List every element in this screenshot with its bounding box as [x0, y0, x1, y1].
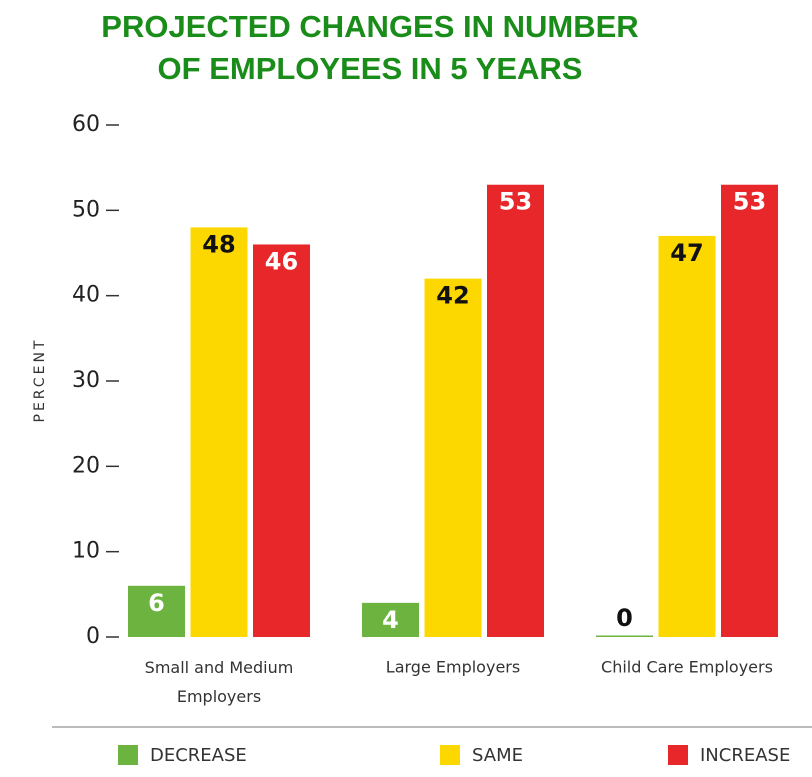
chart-title: OF EMPLOYEES IN 5 YEARS	[158, 51, 583, 86]
data-label: 0	[616, 604, 633, 632]
bar	[658, 235, 716, 637]
data-label: 46	[265, 247, 298, 275]
data-label: 6	[148, 589, 165, 617]
y-tick-label: 30	[72, 368, 100, 393]
data-label: 4	[382, 606, 399, 634]
y-tick-label: 20	[72, 453, 100, 478]
bar	[424, 278, 482, 637]
data-label: 47	[670, 239, 703, 267]
y-tick-label: 40	[72, 283, 100, 308]
y-axis-label: PERCENT	[32, 338, 48, 423]
data-label: 48	[202, 230, 235, 258]
legend-swatch	[668, 745, 688, 765]
y-tick-label: 60	[72, 112, 100, 137]
x-tick-label: Large Employers	[386, 658, 520, 677]
data-label: 42	[436, 282, 469, 310]
bar	[362, 602, 419, 637]
legend-swatch	[118, 745, 138, 765]
legend-swatch	[440, 745, 460, 765]
bar	[253, 244, 310, 637]
y-tick-label: 50	[72, 197, 100, 222]
data-label: 53	[499, 188, 532, 216]
bar	[487, 184, 544, 637]
x-tick-label: Child Care Employers	[601, 658, 773, 677]
bar	[721, 184, 778, 637]
chart-title: PROJECTED CHANGES IN NUMBER	[101, 9, 638, 44]
y-tick-label: 10	[72, 539, 100, 564]
legend-label: DECREASE	[150, 745, 247, 766]
data-label: 53	[733, 188, 766, 216]
x-tick-label: Small and Medium Employers	[145, 658, 294, 706]
bar	[128, 585, 185, 637]
legend-label: SAME	[472, 745, 523, 766]
bar	[190, 227, 248, 637]
bar	[596, 635, 653, 637]
legend-label: INCREASE	[700, 745, 790, 766]
y-tick-label: 0	[86, 624, 100, 649]
